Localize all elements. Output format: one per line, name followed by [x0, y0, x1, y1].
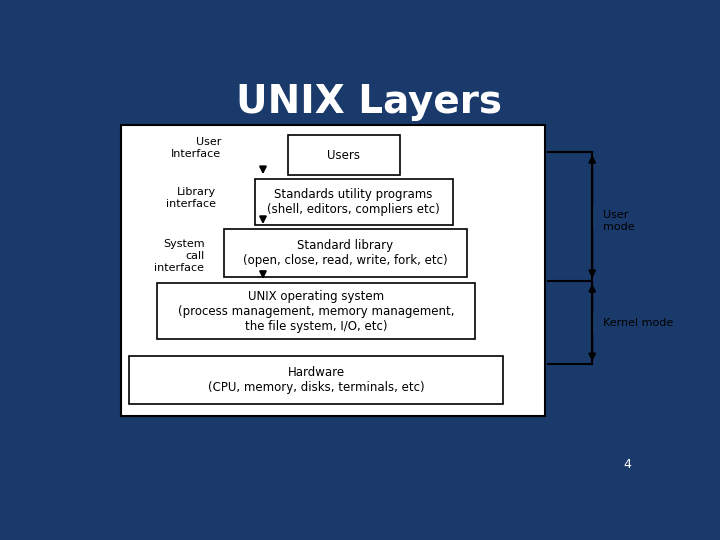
FancyBboxPatch shape	[129, 356, 503, 404]
FancyBboxPatch shape	[121, 125, 545, 416]
FancyBboxPatch shape	[224, 229, 467, 277]
Text: Users: Users	[328, 148, 361, 162]
Text: User
mode: User mode	[603, 210, 635, 232]
FancyBboxPatch shape	[288, 136, 400, 175]
Text: Standard library
(open, close, read, write, fork, etc): Standard library (open, close, read, wri…	[243, 239, 448, 267]
Text: System
call
interface: System call interface	[154, 239, 204, 273]
Text: Library
interface: Library interface	[166, 187, 215, 208]
FancyBboxPatch shape	[157, 283, 475, 339]
Text: Hardware
(CPU, memory, disks, terminals, etc): Hardware (CPU, memory, disks, terminals,…	[207, 366, 424, 394]
Text: UNIX operating system
(process management, memory management,
the file system, I: UNIX operating system (process managemen…	[178, 289, 454, 333]
FancyBboxPatch shape	[255, 179, 453, 225]
Text: User
Interface: User Interface	[171, 137, 221, 159]
Text: Kernel mode: Kernel mode	[603, 318, 674, 328]
Text: UNIX Layers: UNIX Layers	[236, 83, 502, 121]
Text: 4: 4	[624, 458, 631, 471]
Text: Standards utility programs
(shell, editors, compliers etc): Standards utility programs (shell, edito…	[267, 188, 440, 216]
